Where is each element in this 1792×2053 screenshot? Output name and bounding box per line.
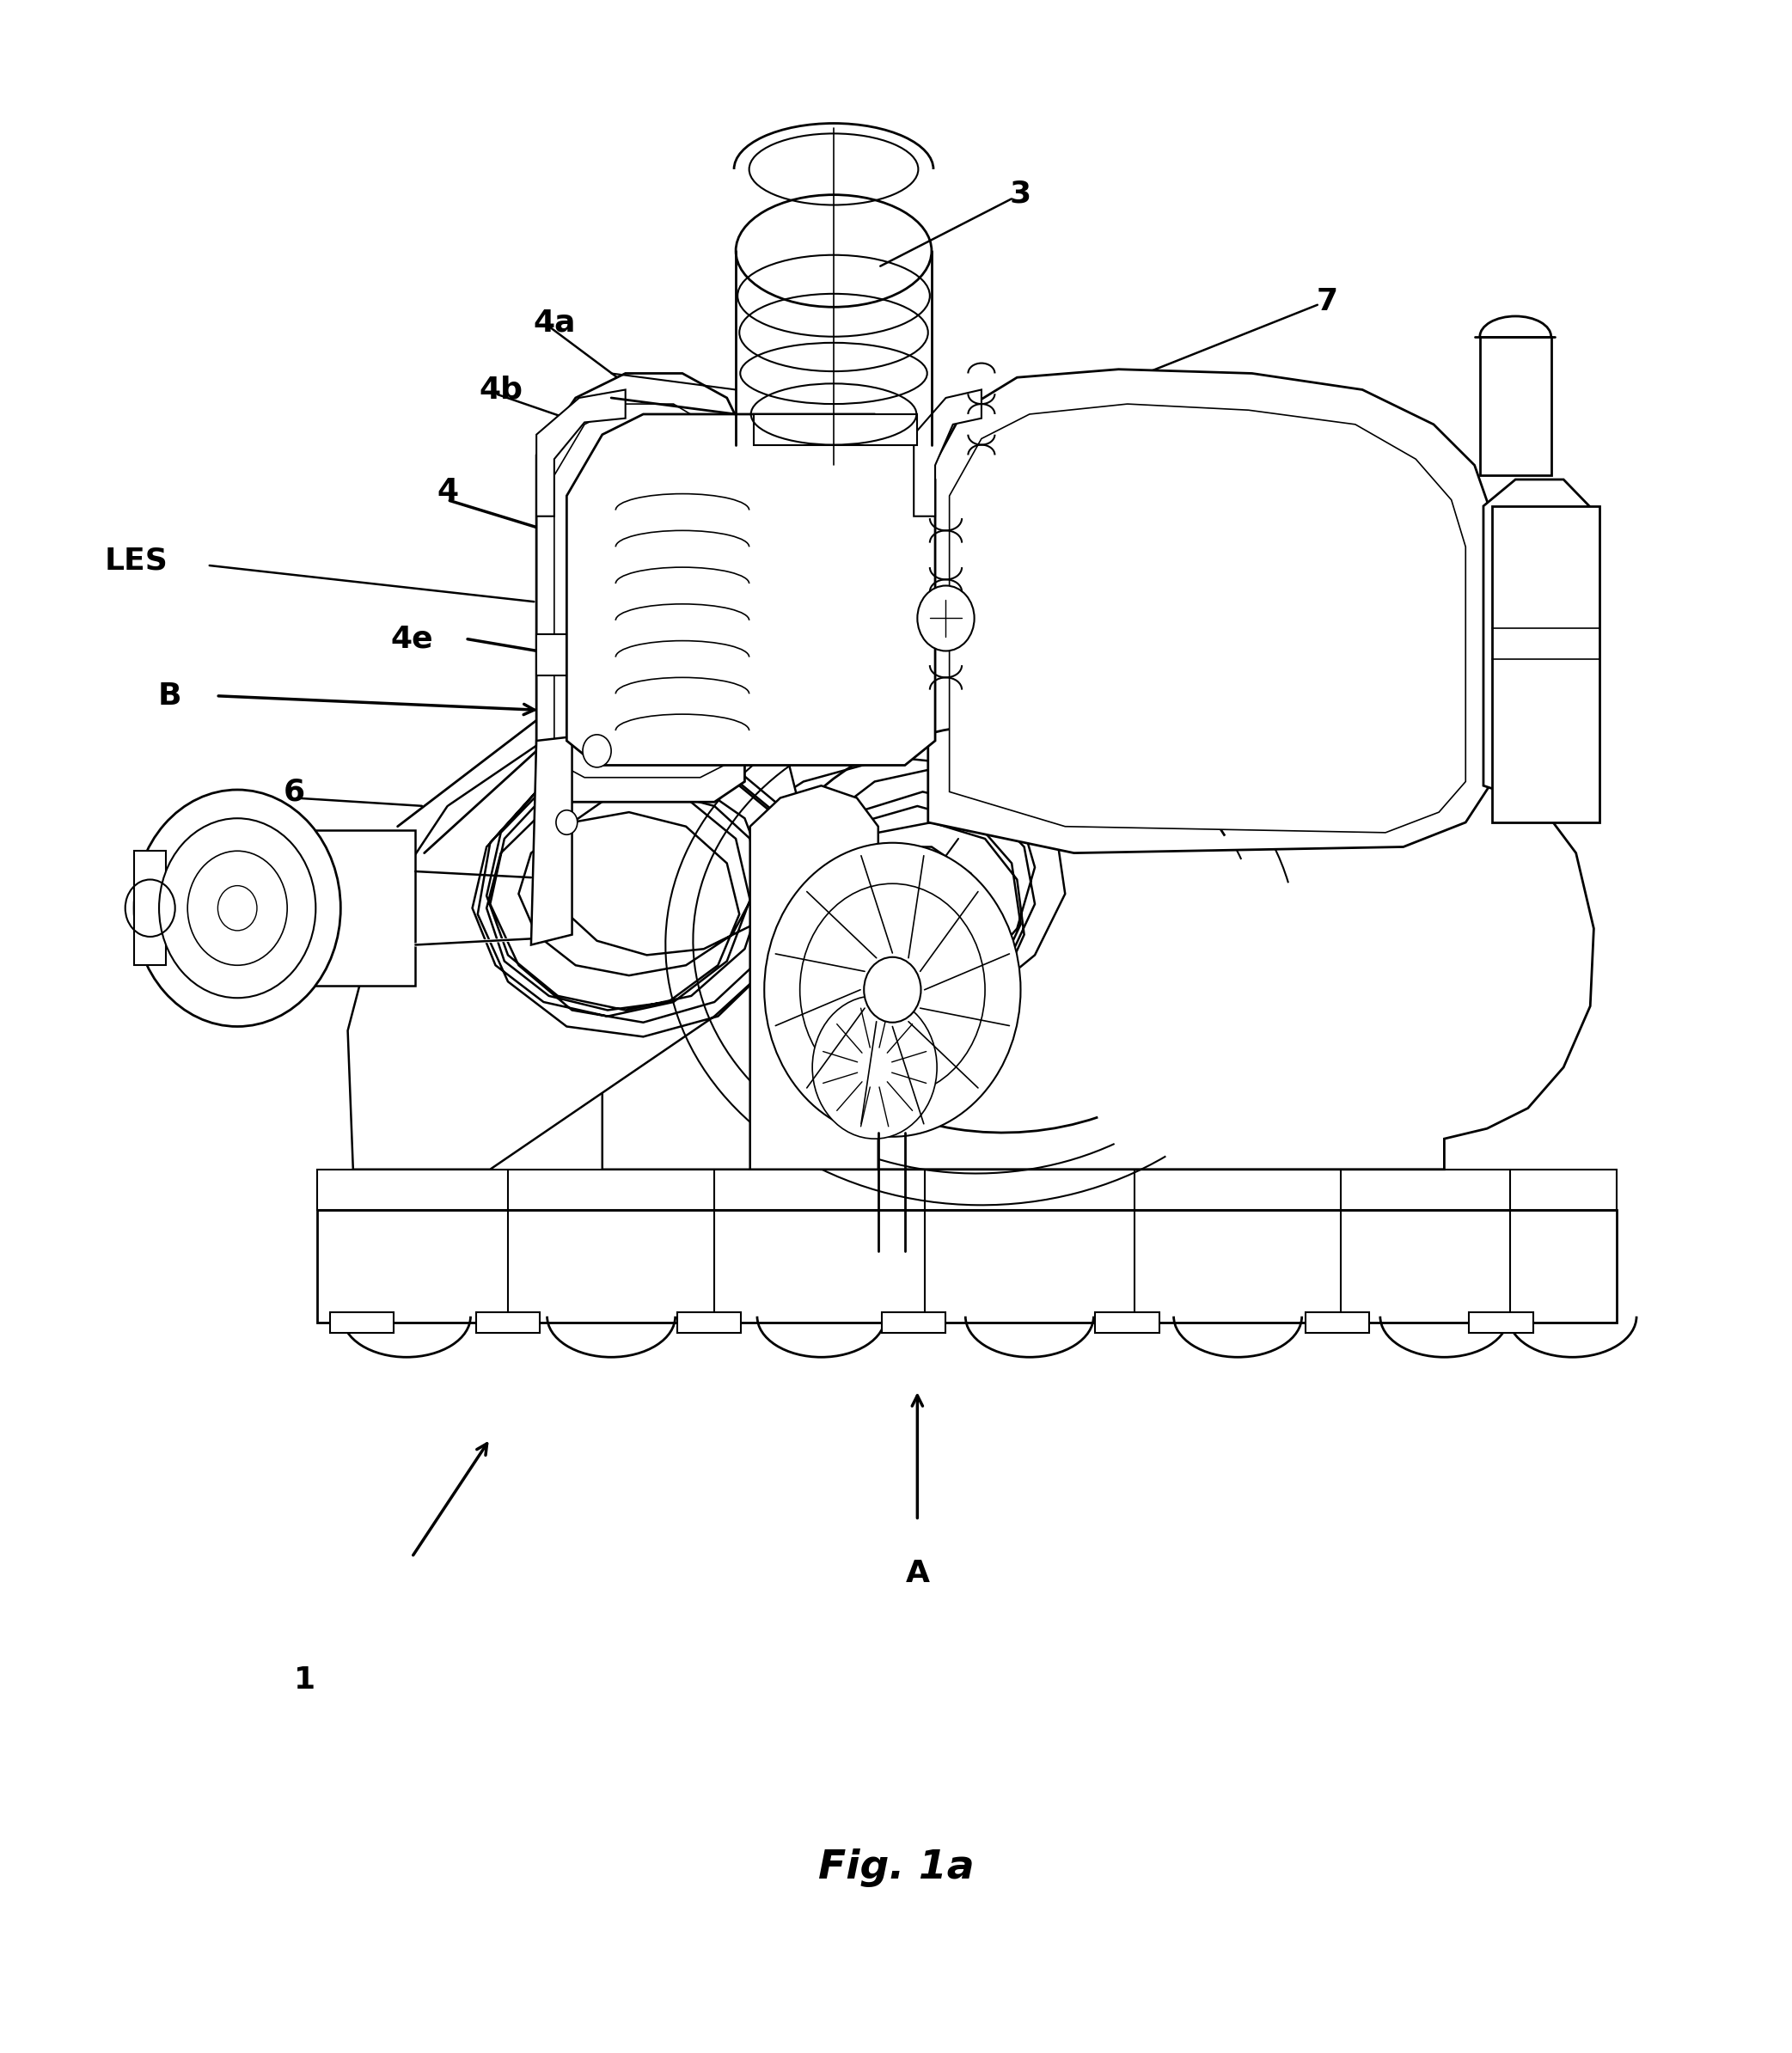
Text: 9: 9 bbox=[240, 955, 262, 983]
Polygon shape bbox=[1484, 480, 1598, 813]
Text: LES: LES bbox=[104, 546, 168, 575]
Polygon shape bbox=[530, 737, 572, 944]
Text: 5: 5 bbox=[1452, 706, 1473, 735]
Polygon shape bbox=[477, 1312, 539, 1332]
Polygon shape bbox=[536, 634, 566, 675]
Text: Fig. 1a: Fig. 1a bbox=[817, 1848, 975, 1887]
Circle shape bbox=[812, 996, 937, 1139]
Polygon shape bbox=[1480, 337, 1552, 476]
Polygon shape bbox=[317, 1170, 1616, 1209]
Polygon shape bbox=[317, 1209, 1616, 1322]
Circle shape bbox=[799, 883, 986, 1096]
Polygon shape bbox=[536, 390, 625, 515]
Circle shape bbox=[188, 850, 287, 965]
Polygon shape bbox=[677, 1312, 742, 1332]
Text: 4a: 4a bbox=[532, 308, 575, 337]
Circle shape bbox=[556, 811, 577, 836]
Polygon shape bbox=[1493, 505, 1598, 823]
Circle shape bbox=[159, 819, 315, 998]
Polygon shape bbox=[928, 370, 1493, 852]
Circle shape bbox=[864, 957, 921, 1022]
Text: 3: 3 bbox=[1011, 179, 1032, 207]
Text: B: B bbox=[158, 682, 181, 710]
Text: 4e: 4e bbox=[391, 624, 434, 653]
Polygon shape bbox=[554, 404, 733, 778]
Polygon shape bbox=[1469, 1312, 1534, 1332]
Circle shape bbox=[582, 735, 611, 768]
Text: 6: 6 bbox=[283, 778, 305, 807]
Text: A: A bbox=[905, 1558, 930, 1589]
Polygon shape bbox=[1305, 1312, 1369, 1332]
Circle shape bbox=[763, 844, 1021, 1137]
Polygon shape bbox=[566, 415, 935, 766]
Text: 7: 7 bbox=[1315, 287, 1337, 316]
Text: 4: 4 bbox=[437, 476, 459, 507]
Text: 4b: 4b bbox=[478, 376, 523, 404]
Text: 1: 1 bbox=[294, 1665, 315, 1694]
Polygon shape bbox=[536, 374, 745, 803]
Polygon shape bbox=[821, 710, 1593, 1170]
Polygon shape bbox=[1095, 1312, 1159, 1332]
Polygon shape bbox=[882, 1312, 946, 1332]
Polygon shape bbox=[754, 415, 918, 446]
Polygon shape bbox=[348, 716, 803, 1170]
Polygon shape bbox=[134, 850, 167, 965]
Circle shape bbox=[918, 585, 975, 651]
Polygon shape bbox=[950, 404, 1466, 834]
Polygon shape bbox=[751, 786, 878, 1170]
Polygon shape bbox=[602, 758, 1064, 1170]
Circle shape bbox=[134, 790, 340, 1026]
Polygon shape bbox=[330, 1312, 394, 1332]
Polygon shape bbox=[312, 831, 416, 985]
Polygon shape bbox=[914, 390, 982, 515]
Text: 2: 2 bbox=[1398, 558, 1419, 587]
